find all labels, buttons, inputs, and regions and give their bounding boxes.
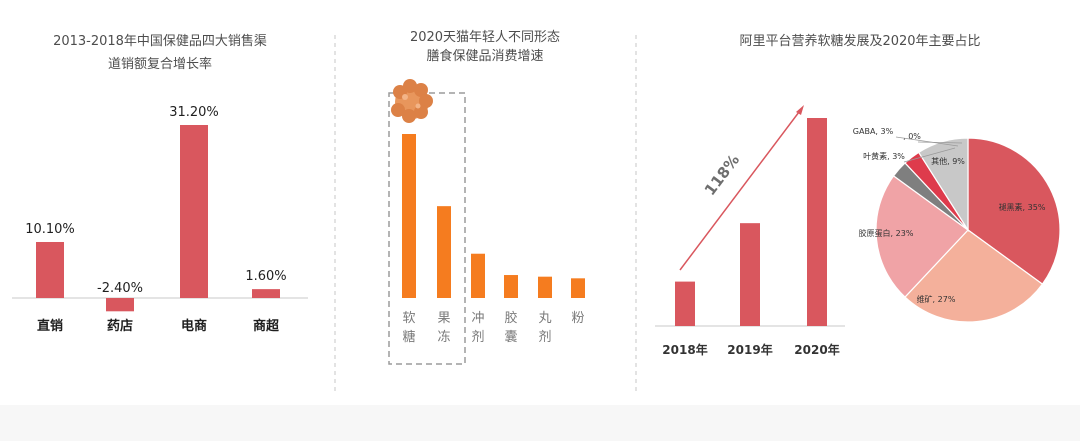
chart1-title-line1: 2013-2018年中国保健品四大销售渠 — [53, 33, 267, 49]
chart2-bar — [571, 278, 585, 298]
chart1-category-label: 商超 — [253, 318, 280, 334]
chart3-bar — [740, 223, 760, 326]
chart3-category-label: 2020年 — [794, 342, 839, 357]
chart2-category-char: 冲 — [471, 311, 484, 326]
pie-leader-line — [895, 136, 959, 147]
pie-slice-label: 其他, 9% — [931, 156, 965, 166]
pie-slice-label: 叶黄素, 3% — [863, 151, 905, 161]
chart1-value-label: 1.60% — [245, 269, 286, 284]
chart1-bar — [36, 241, 64, 298]
pie-slice-label: GABA, 3% — [853, 127, 894, 136]
chart3-title: 阿里平台营养软糖发展及2020年主要占比 — [739, 33, 980, 49]
chart1-bar — [180, 125, 208, 298]
chart2-category-char: 糖 — [402, 329, 415, 345]
channel-growth-chart: 10.10% 直销 -2.40% 药店 31.20% 电商 1.60% 商超 — [12, 105, 308, 334]
chart3-growth-arrow — [679, 111, 800, 271]
pie-slice-label: 维矿, 27% — [917, 294, 956, 304]
chart1-value-label: -2.40% — [97, 281, 143, 296]
pie-slice-label: 胶原蛋白, 23% — [859, 228, 914, 238]
chart2-title-line2: 膳食保健品消费增速 — [426, 48, 543, 64]
pie-slice — [904, 229, 1044, 323]
chart1-value-label: 10.10% — [25, 222, 75, 237]
chart1-bar — [252, 289, 280, 298]
chart3-category-label: 2018年 — [662, 342, 707, 357]
chart2-category-char: 果 — [437, 311, 450, 326]
chart2-bar — [504, 275, 518, 298]
pie-leader-line — [917, 141, 963, 144]
chart1-category-label: 电商 — [181, 318, 207, 334]
chart1-category-label: 直销 — [37, 318, 63, 334]
chart1-category-label: 药店 — [107, 318, 133, 334]
chart2-category-char: 软 — [402, 311, 415, 326]
chart3-bar — [807, 118, 827, 326]
gummy-icon — [391, 79, 433, 123]
chart2-category-char: 剂 — [538, 330, 551, 345]
chart1-value-label: 31.20% — [169, 105, 219, 120]
chart2-bar — [437, 206, 451, 298]
chart2-title-line1: 2020天猫年轻人不同形态 — [410, 30, 560, 45]
bottom-band — [0, 405, 1080, 441]
chart2-category-char: 粉 — [571, 311, 584, 326]
chart3-bar — [675, 281, 695, 326]
chart3-growth-label: 118% — [701, 151, 743, 199]
chart2-highlight-box — [388, 92, 466, 365]
chart2-bar — [538, 276, 552, 298]
pie-slice — [967, 137, 1061, 285]
chart2-category-char: 丸 — [538, 311, 551, 326]
chart2-category-char: 冻 — [437, 329, 450, 345]
gummy-share-pie: 褪黑素, 35% 维矿, 27% 胶原蛋白, 23% 叶黄素, 3% GABA, 3%,… — [853, 127, 1061, 323]
chart2-bar — [402, 134, 416, 298]
chart2-category-char: 剂 — [471, 330, 484, 345]
pie-slice — [917, 137, 969, 233]
chart2-category-char: 囊 — [504, 329, 517, 345]
gummy-development-chart: 2018年 2019年 2020年 118% — [655, 105, 845, 357]
pie-slice-label: 褪黑素, 35% — [999, 202, 1046, 212]
pie-leader-line — [903, 147, 956, 163]
chart1-bar — [106, 298, 134, 312]
chart3-category-label: 2019年 — [727, 342, 772, 357]
chart3-arrow-head — [796, 105, 804, 115]
chart1-title-line2: 道销额复合增长率 — [108, 56, 212, 72]
chart2-bar — [471, 253, 485, 298]
chart2-category-char: 胶 — [504, 310, 517, 326]
pie-slice — [875, 175, 969, 298]
pie-slice-label: , 0% — [903, 132, 921, 141]
